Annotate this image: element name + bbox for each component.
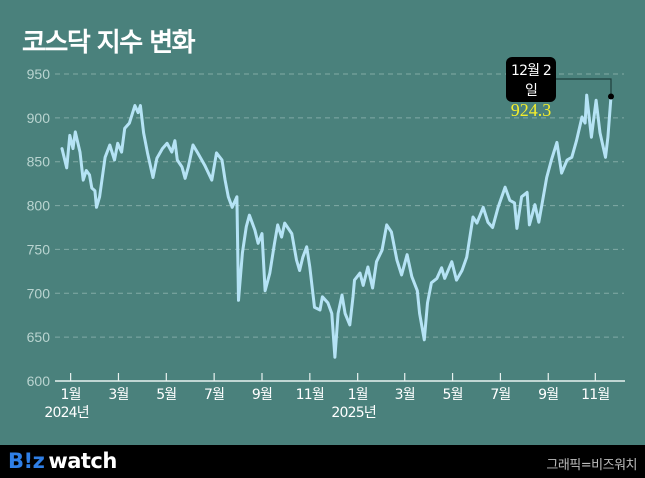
x-tick-label: 7월 [204,387,224,403]
x-tick-label: 9월 [538,387,558,403]
annotation-date: 12월 2일 [510,63,552,99]
annotation-value: 924.3 [510,100,552,120]
line-chart: 600 650 700 750 800 850 900 950 1월 2024년 3월 5월 7월 9월… [27,66,625,421]
y-tick-label: 600 [27,373,51,389]
x-year-label: 2025년 [331,405,376,421]
y-axis: 600 650 700 750 800 850 900 950 [27,66,51,389]
y-tick-label: 700 [27,285,51,301]
footer-bar: B!z watch 그래픽=비즈워치 [0,445,645,478]
x-year-label: 2024년 [44,405,89,421]
annotation-connector [556,78,612,97]
y-tick-label: 950 [27,66,51,82]
annotation-box: 12월 2일 924.3 [506,57,556,120]
y-tick-label: 900 [27,110,51,126]
annotation [556,78,614,100]
x-tick-label: 9월 [252,387,272,403]
series [60,93,613,359]
x-tick-label: 3월 [108,387,128,403]
x-tick-label: 7월 [490,387,510,403]
x-tick-label: 5월 [442,387,462,403]
x-tick-label: 3월 [395,387,415,403]
x-tick-label: 11월 [296,387,324,403]
y-tick-label: 750 [27,241,51,257]
y-tick-label: 850 [27,154,51,170]
graphic-credit: 그래픽=비즈워치 [546,458,637,473]
logo-brand: B!z [8,449,45,473]
kosdaq-index-line [60,93,613,359]
bizwatch-logo: B!z watch [8,449,117,473]
logo-word: watch [48,449,117,473]
x-tick-label: 5월 [156,387,176,403]
x-tick-label: 1월 [348,387,368,403]
annotation-point [608,93,614,100]
x-tick-label: 11월 [581,387,609,403]
y-tick-label: 650 [27,329,51,345]
chart-title: 코스닥 지수 변화 [22,28,196,58]
x-tick-label: 1월 [61,387,81,403]
y-tick-label: 800 [27,198,51,214]
x-axis: 1월 2024년 3월 5월 7월 9월 11월 1월 2025년 3월 5월 7월 9월 11월 [44,373,625,421]
